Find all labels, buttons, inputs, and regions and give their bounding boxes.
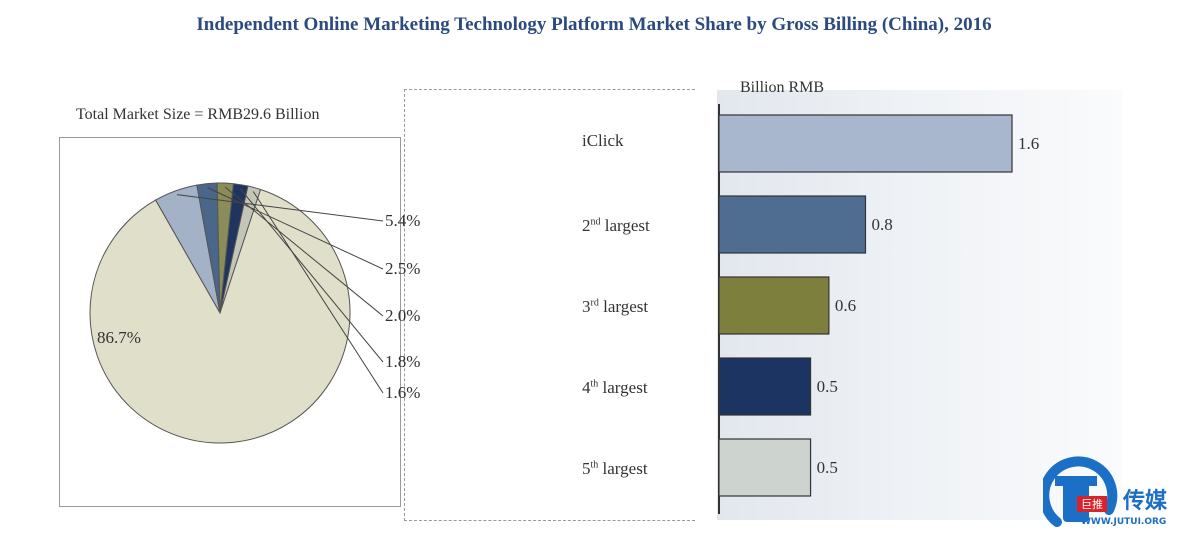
bar-value-label: 0.5	[817, 377, 838, 396]
bar-value-label: 0.8	[872, 215, 893, 234]
pie-leader-line	[252, 191, 384, 394]
bar	[718, 438, 812, 497]
category-label: 3rd largest	[582, 297, 649, 316]
category-label: iClick	[582, 131, 624, 150]
pie-slice-label: 5.4%	[385, 211, 420, 230]
svg-text:巨推: 巨推	[1081, 497, 1103, 511]
category-label: 2nd largest	[582, 216, 650, 235]
category-label: 5th largest	[582, 459, 648, 478]
pie-leader-line	[224, 186, 384, 317]
chart-title: Independent Online Marketing Technology …	[196, 14, 992, 35]
pie-leader-line	[207, 187, 384, 270]
bar	[718, 195, 867, 254]
svg-text:WWW.JUTUI.ORG: WWW.JUTUI.ORG	[1081, 517, 1166, 527]
bar-value-label: 0.5	[817, 458, 838, 477]
pie-slice-label: 1.8%	[385, 352, 420, 371]
bar-value-label: 1.6	[1018, 134, 1039, 153]
pie-slice-label: 2.5%	[385, 259, 420, 278]
dashed-connector	[404, 89, 695, 521]
pie-slice	[89, 188, 351, 444]
market-size-label: Total Market Size = RMB29.6 Billion	[76, 106, 320, 123]
pie-leader-line	[239, 188, 384, 363]
jutui-logo: 巨推 传媒 WWW.JUTUI.ORG	[1043, 456, 1168, 527]
pie-slice-label: 1.6%	[385, 383, 420, 402]
pie-slice-label: 2.0%	[385, 306, 420, 325]
bar-value-label: 0.6	[835, 296, 856, 315]
category-label: 4th largest	[582, 378, 648, 397]
bar	[718, 114, 1013, 173]
unit-label: Billion RMB	[740, 79, 825, 96]
pie-leader-line	[176, 194, 384, 222]
bar	[718, 357, 812, 416]
pie-slice-label: 86.7%	[97, 328, 141, 347]
svg-text:传媒: 传媒	[1122, 488, 1168, 514]
bar	[718, 276, 830, 335]
